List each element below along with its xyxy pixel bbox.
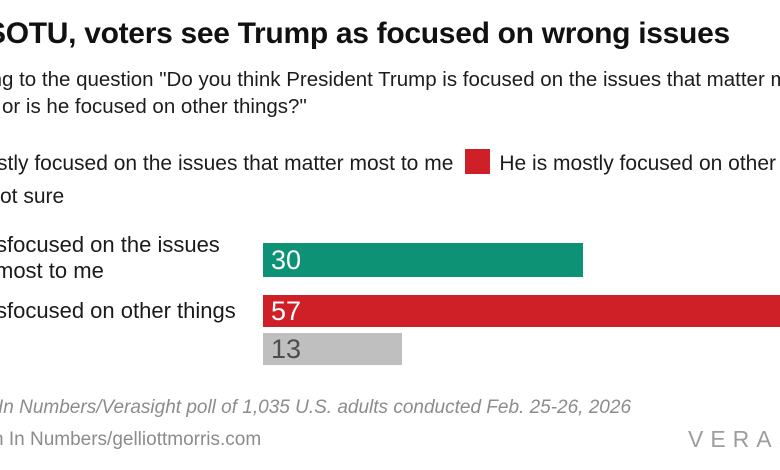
bar-issues: 30 xyxy=(263,243,583,277)
legend-item-issues-label: stly focused on the issues that matter m… xyxy=(0,152,454,175)
bar-notsure: 13 xyxy=(263,333,402,365)
bar-other-things: 57 xyxy=(263,295,780,327)
chart-subtitle-line1-text: g to the question "Do you think Presiden… xyxy=(2,68,780,91)
chart-subtitle-line2: or is he focused on other things?" xyxy=(2,93,307,120)
chart-subtitle-line1-offscreen: Respondin xyxy=(0,66,2,93)
chart-subtitle-line2-text: or is he focused on other things?" xyxy=(2,95,307,118)
source-note: StrengthIn Numbers/Verasight poll of 1,0… xyxy=(0,397,632,418)
verasight-logo: VERASIGHT xyxy=(688,426,780,452)
legend-item-other-things-label: He is mostly focused on other things xyxy=(499,152,780,175)
bar-value-notsure: 13 xyxy=(271,334,302,364)
legend-row-1: He is mostly focused on the issues that … xyxy=(0,149,780,177)
chart-title: Ahead ofSOTU, voters see Trump as focuse… xyxy=(0,14,730,54)
credit-line: Strength In Numbers/gelliottmorris.com xyxy=(0,429,262,450)
legend-item-notsure-label: ot sure xyxy=(0,185,65,208)
legend-swatch-other-things xyxy=(465,149,491,174)
legend-row-2: Not sure xyxy=(0,184,64,210)
chart-title-text: SOTU, voters see Trump as focused on wro… xyxy=(0,17,730,50)
bar-value-issues: 30 xyxy=(271,245,302,275)
chart-subtitle-line1: Responding to the question "Do you think… xyxy=(0,66,780,93)
bar-value-other-things: 57 xyxy=(271,296,302,326)
